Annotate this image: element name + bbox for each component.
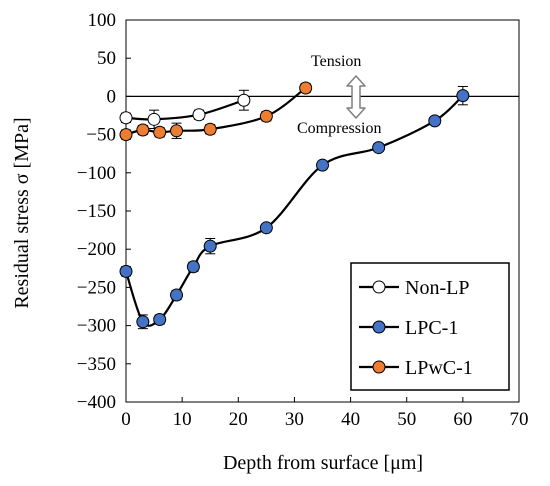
data-point (192, 108, 206, 122)
y-axis-label: Residual stress σ [MPa] (11, 117, 33, 308)
legend-entry: Non-LP (405, 277, 469, 299)
tension-label: Tension (311, 53, 361, 70)
data-point (119, 264, 133, 278)
data-point (259, 109, 273, 123)
x-tick-label: 0 (121, 409, 131, 430)
y-tick-label: 100 (88, 10, 117, 31)
y-tick-label: 0 (107, 86, 117, 107)
data-point (456, 89, 470, 103)
legend-marker (372, 280, 386, 294)
x-tick-label: 20 (229, 409, 248, 430)
legend-marker (372, 320, 386, 334)
y-tick-label: −100 (77, 163, 116, 184)
tension-compression-annotation: Tension Compression (297, 53, 381, 137)
data-point (136, 123, 150, 137)
data-point (147, 112, 161, 126)
x-tick-label: 30 (285, 409, 304, 430)
data-point (372, 141, 386, 155)
data-point (186, 260, 200, 274)
data-point (153, 312, 167, 326)
data-point (237, 93, 251, 107)
x-axis-label: Depth from surface [μm] (223, 452, 423, 474)
legend-entry: LPwC-1 (405, 357, 473, 379)
data-point (316, 158, 329, 172)
y-tick-label: −250 (77, 277, 116, 298)
legend: Non-LP LPC-1 LPwC-1 (350, 262, 510, 391)
data-point (170, 124, 184, 138)
x-tick-label: 60 (453, 409, 472, 430)
y-tick-label: −400 (77, 392, 116, 413)
data-point (299, 81, 313, 95)
x-tick-label: 10 (173, 409, 192, 430)
data-point (119, 128, 133, 142)
data-point (136, 315, 150, 329)
data-point (153, 125, 167, 139)
data-point (203, 239, 217, 253)
y-tick-label: −50 (86, 125, 116, 146)
legend-marker (372, 360, 386, 374)
double-arrow-icon (346, 75, 366, 119)
x-tick-label: 70 (510, 409, 529, 430)
y-tick-label: −150 (77, 201, 116, 222)
data-point (170, 288, 184, 302)
data-point (203, 122, 217, 136)
legend-entry: LPC-1 (405, 317, 458, 339)
x-tick-label: 40 (341, 409, 360, 430)
y-tick-label: 50 (97, 48, 116, 69)
data-point (428, 114, 442, 128)
data-point (259, 221, 273, 235)
series-curve-1 (125, 99, 245, 121)
data-point (119, 111, 133, 125)
y-tick-label: −300 (77, 316, 116, 337)
plot-area (125, 19, 520, 403)
tick-labels: 0 10 20 30 40 50 60 70 100 50 0 −50 −100 −150 −200 −250… (77, 10, 529, 430)
y-tick-label: −350 (77, 354, 116, 375)
x-tick-label: 50 (397, 409, 416, 430)
compression-label: Compression (297, 120, 381, 137)
y-tick-label: −200 (77, 239, 116, 260)
data-points (119, 81, 470, 329)
